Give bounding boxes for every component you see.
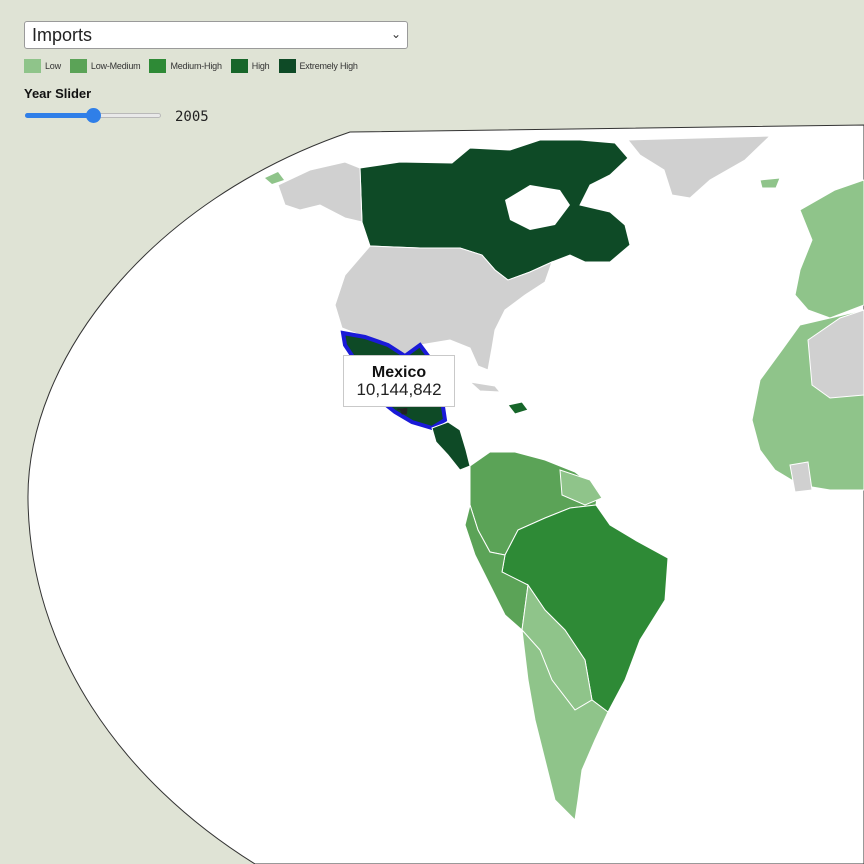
metric-select-value: Imports: [32, 24, 93, 45]
legend-label: Low-Medium: [90, 61, 141, 71]
year-slider-fill: [25, 113, 93, 118]
country-greenland[interactable]: [626, 135, 772, 199]
legend-label: Low: [45, 61, 61, 71]
legend-swatch: [24, 59, 41, 73]
legend-item-low: Low: [24, 59, 61, 73]
legend-swatch: [278, 59, 296, 73]
legend-swatch: [149, 59, 167, 73]
country-guianas[interactable]: [559, 469, 603, 506]
country-uk[interactable]: [759, 177, 781, 189]
region-europe[interactable]: [794, 179, 864, 319]
legend-item-low-medium: Low-Medium: [69, 59, 141, 73]
legend-item-extremely-high: Extremely High: [278, 59, 358, 73]
pointer-cursor-icon: ☚: [396, 403, 409, 419]
map-ocean: [27, 124, 864, 864]
year-slider[interactable]: [25, 108, 161, 123]
country-nigeria[interactable]: [789, 461, 813, 493]
country-argentina-chile[interactable]: [521, 628, 609, 822]
legend-label: Extremely High: [299, 61, 358, 71]
metric-select[interactable]: Imports ⌄: [24, 21, 408, 49]
chevron-down-icon: ⌄: [390, 27, 401, 41]
country-algeria-libya[interactable]: [807, 309, 864, 399]
tooltip-value: 10,144,842: [356, 380, 442, 399]
legend-label: Medium-High: [170, 61, 222, 71]
year-value: 2005: [175, 109, 209, 125]
tooltip-country-name: Mexico: [371, 364, 427, 381]
island-hawaii: [265, 172, 284, 184]
hudson-bay: [505, 185, 570, 230]
year-slider-thumb[interactable]: [86, 108, 101, 123]
map-legend: Low Low-Medium Medium-High High Extremel…: [24, 59, 367, 73]
country-alaska[interactable]: [277, 161, 363, 223]
legend-item-medium-high: Medium-High: [149, 59, 222, 73]
legend-label: High: [251, 61, 270, 71]
legend-item-high: High: [230, 59, 270, 73]
island-cuba[interactable]: [468, 381, 502, 393]
country-tooltip: Mexico 10,144,842: [343, 355, 455, 407]
legend-swatch: [230, 59, 248, 73]
legend-swatch: [69, 59, 87, 73]
region-caribbean[interactable]: [507, 401, 529, 415]
year-slider-title: Year Slider: [24, 86, 92, 101]
